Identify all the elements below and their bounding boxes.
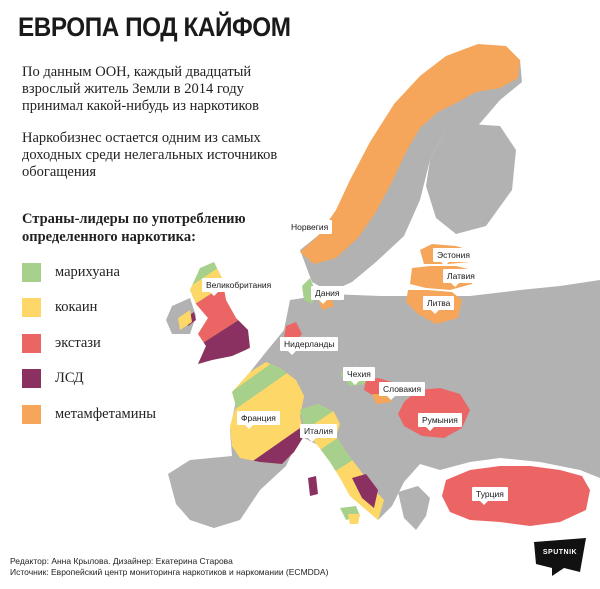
- legend-item-ecstasy: экстази: [22, 333, 156, 353]
- country-turkey: [442, 466, 590, 526]
- legend: марихуана кокаин экстази ЛСД метамфетами…: [22, 262, 156, 440]
- legend-swatch-cocaine: [22, 298, 41, 317]
- legend-swatch-meth: [22, 404, 41, 424]
- country-italy-south: [352, 474, 378, 508]
- label-france: Франция: [237, 411, 280, 429]
- page-title: ЕВРОПА ПОД КАЙФОМ: [18, 12, 291, 42]
- legend-label-meth: метамфетамины: [55, 405, 156, 422]
- lead-paragraph-1: По данным ООН, каждый двадцатый взрослый…: [22, 64, 259, 114]
- legend-label-marijuana: марихуана: [55, 263, 120, 280]
- greece-landmass: [398, 486, 430, 530]
- label-italy: Италия: [300, 424, 337, 442]
- credits-editor: Редактор: Анна Крылова. Дизайнер: Екатер…: [10, 556, 233, 566]
- legend-swatch-ecstasy: [22, 333, 41, 353]
- legend-swatch-lsd: [22, 369, 41, 388]
- legend-item-cocaine: кокаин: [22, 298, 156, 318]
- label-netherlands: Нидерланды: [280, 337, 339, 355]
- sputnik-logo-text: SPUTNIK: [542, 549, 578, 556]
- label-norway: Норвегия: [287, 220, 333, 238]
- credits: Редактор: Анна Крылова. Дизайнер: Екатер…: [10, 556, 328, 578]
- continent-landmass: [168, 280, 600, 528]
- legend-label-ecstasy: экстази: [55, 334, 101, 351]
- legend-title: Страны-лидеры по употреблению определенн…: [22, 211, 246, 245]
- country-slovakia-part: [372, 394, 392, 404]
- legend-item-lsd: ЛСД: [22, 369, 156, 389]
- legend-label-lsd: ЛСД: [55, 370, 84, 386]
- label-denmark: Дания: [311, 286, 344, 304]
- legend-label-cocaine: кокаин: [55, 299, 98, 315]
- label-czechia: Чехия: [343, 367, 375, 385]
- finland-landmass: [426, 124, 516, 234]
- label-slovakia: Словакия: [379, 382, 426, 400]
- sputnik-logo-icon: [534, 538, 586, 576]
- label-uk: Великобритания: [202, 278, 276, 296]
- label-turkey: Турция: [472, 487, 508, 505]
- label-lithuania: Литва: [423, 296, 455, 314]
- credits-source: Источник: Европейский центр мониторинга …: [10, 567, 329, 577]
- lead-paragraph-2: Наркобизнес остается одним из самых дохо…: [22, 130, 278, 180]
- label-romania: Румыния: [418, 413, 462, 431]
- country-ireland-stripe: [178, 310, 192, 330]
- legend-item-meth: метамфетамины: [22, 404, 156, 424]
- country-sicily-part: [348, 514, 360, 524]
- country-sardinia: [308, 476, 318, 496]
- country-norway: [300, 44, 520, 264]
- label-latvia: Латвия: [443, 269, 479, 287]
- legend-swatch-marijuana: [22, 262, 41, 282]
- label-estonia: Эстония: [433, 248, 474, 266]
- legend-item-marijuana: марихуана: [22, 262, 156, 282]
- sputnik-logo: SPUTNIK: [530, 534, 590, 578]
